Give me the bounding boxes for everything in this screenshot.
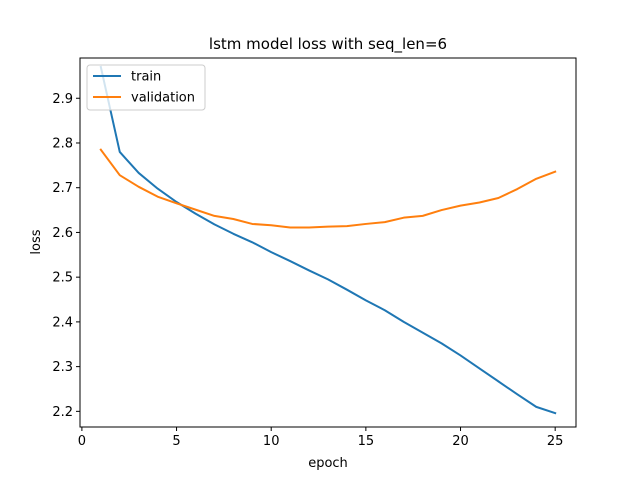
x-tick-label: 5	[172, 434, 180, 449]
x-tick-label: 0	[78, 434, 86, 449]
y-tick-label: 2.9	[52, 92, 73, 107]
x-tick-label: 25	[547, 434, 564, 449]
legend-label-train: train	[131, 70, 161, 85]
legend-label-validation: validation	[131, 91, 195, 106]
y-tick-label: 2.6	[52, 226, 73, 241]
x-tick-label: 15	[358, 434, 375, 449]
plot-area: 0 5 10 15 20 25 2.2 2.3 2.4 2.5 2.6 2.7 2.8 2.9	[52, 57, 577, 449]
y-tick-label: 2.7	[52, 181, 73, 196]
chart-title: lstm model loss with seq_len=6	[209, 35, 447, 54]
y-tick-label: 2.2	[52, 405, 73, 420]
x-tick-label: 10	[263, 434, 280, 449]
axes-frame	[79, 57, 577, 428]
y-tick-label: 2.8	[52, 136, 73, 151]
legend: train validation	[86, 64, 206, 111]
y-axis-label: loss	[29, 229, 44, 254]
series-line-validation	[99, 148, 557, 229]
y-tick-label: 2.4	[52, 315, 73, 330]
x-tick-label: 20	[452, 434, 469, 449]
series-line-train	[99, 65, 557, 415]
y-tick-label: 2.3	[52, 360, 73, 375]
x-axis-label: epoch	[308, 456, 348, 471]
y-tick-label: 2.5	[52, 271, 73, 286]
